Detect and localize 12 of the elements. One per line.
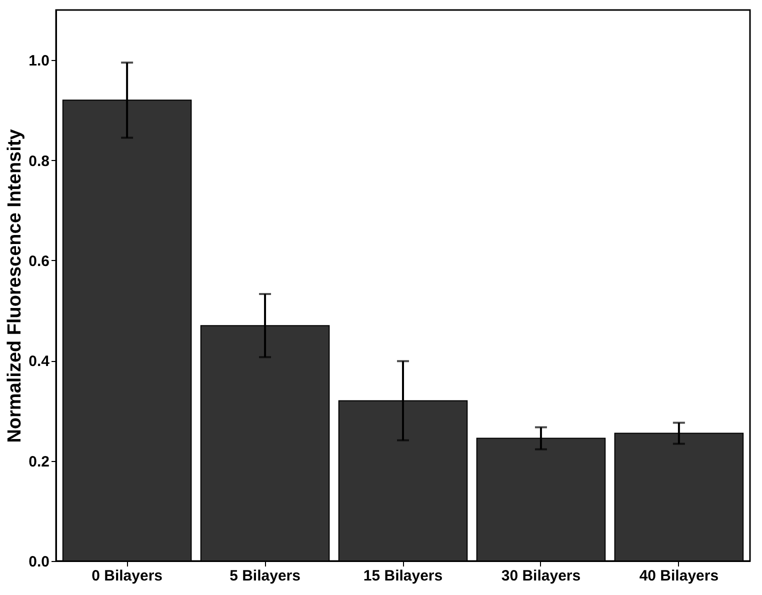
y-tick-label: 1.0 bbox=[28, 52, 50, 70]
y-tick-label: 0.0 bbox=[28, 554, 50, 570]
y-tick-label: 0.4 bbox=[28, 353, 50, 370]
x-tick-label: 0 Bilayers bbox=[92, 568, 162, 584]
y-tick-label: 0.2 bbox=[28, 453, 50, 470]
x-tick-label: 40 Bilayers bbox=[639, 568, 719, 584]
x-tick-label: 5 Bilayers bbox=[230, 568, 300, 584]
y-tick-label: 0.8 bbox=[28, 152, 50, 170]
y-axis-title: Normalized Fluorescence Intensity bbox=[4, 128, 26, 443]
x-tick-label: 30 Bilayers bbox=[501, 568, 581, 584]
x-tick-label: 15 Bilayers bbox=[363, 568, 443, 584]
y-tick-label: 0.6 bbox=[28, 252, 50, 270]
